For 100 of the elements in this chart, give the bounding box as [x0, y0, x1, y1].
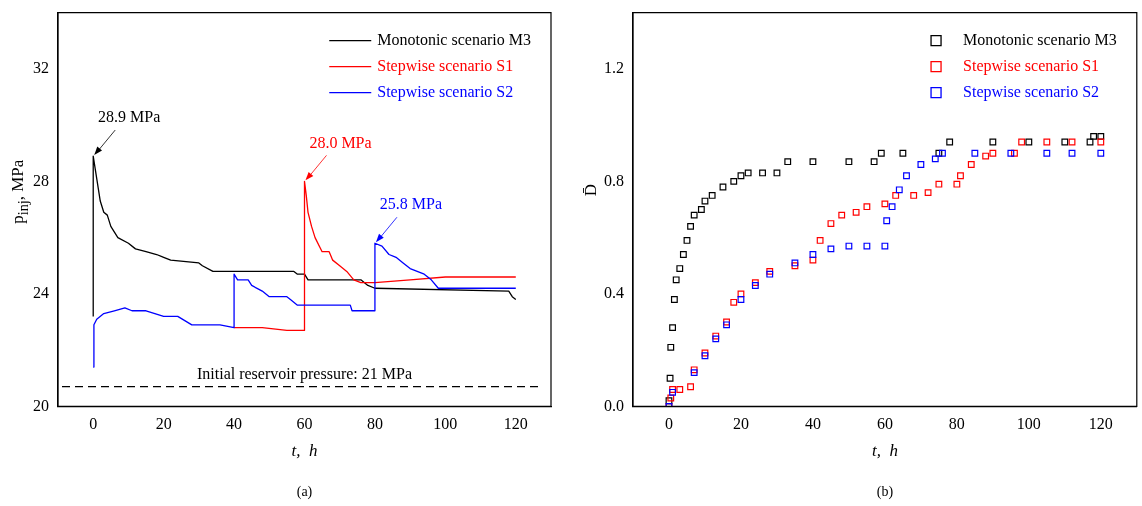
point [852, 208, 860, 216]
x-tick-label: 40 [804, 415, 821, 433]
point [845, 242, 853, 250]
point [719, 183, 727, 191]
point [809, 158, 817, 166]
point [881, 200, 889, 208]
x-axis-title: t, h [871, 441, 898, 461]
x-tick-label: 80 [366, 415, 383, 433]
point [1061, 138, 1069, 146]
legend-label: Stepwise scenario S2 [963, 82, 1100, 101]
point [773, 169, 781, 177]
point [676, 386, 684, 393]
point [888, 203, 896, 211]
x-tick-label: 40 [226, 415, 243, 433]
point [737, 172, 745, 180]
x-tick-label: 0 [89, 415, 98, 433]
point [1097, 149, 1105, 157]
point [892, 192, 900, 199]
point [784, 158, 792, 166]
point [1007, 149, 1015, 157]
point [903, 172, 910, 180]
x-tick-label: 20 [155, 415, 172, 433]
point [939, 149, 946, 157]
point [924, 189, 932, 197]
annotation: 25.8 MPa [379, 195, 443, 213]
x-tick-label: 100 [433, 415, 458, 433]
point [816, 237, 824, 244]
point [899, 149, 907, 157]
point [1018, 138, 1026, 146]
point [910, 192, 918, 199]
point [690, 211, 698, 219]
point [708, 192, 716, 199]
x-tick-label: 100 [1016, 415, 1041, 433]
point [666, 374, 674, 382]
point [827, 220, 835, 227]
point [1086, 138, 1094, 146]
point [935, 180, 943, 188]
legend-label: Monotonic scenario M3 [963, 30, 1117, 48]
point [971, 149, 979, 157]
point [730, 177, 738, 185]
point [935, 149, 943, 157]
x-tick-label: 20 [732, 415, 749, 433]
y-tick-label: 32 [33, 59, 49, 77]
y-tick-label: 20 [33, 396, 49, 414]
point [759, 169, 766, 177]
text: (b) [876, 483, 894, 500]
point [670, 296, 678, 303]
y-tick-label: 1.2 [604, 59, 624, 77]
point [1097, 138, 1105, 146]
point [1090, 132, 1098, 140]
point [1011, 149, 1018, 157]
point [870, 158, 878, 166]
point [809, 256, 817, 264]
point [1025, 138, 1033, 146]
x-tick-label: 0 [664, 415, 673, 433]
point [679, 251, 687, 258]
x-tick-label: 60 [876, 415, 893, 433]
point [838, 211, 846, 219]
point [1068, 149, 1076, 157]
point [953, 180, 961, 188]
point [982, 152, 990, 160]
y-axis-title: D̄ [581, 182, 601, 199]
y-tick-label: 0.8 [604, 171, 624, 189]
legend-label: Stepwise scenario S1 [963, 56, 1100, 75]
point [730, 298, 738, 306]
point [989, 138, 997, 146]
point [676, 265, 684, 272]
annotation: 28.9 MPa [98, 108, 161, 126]
legend-label: Monotonic scenario M3 [377, 30, 531, 48]
annotation: 28.0 MPa [309, 133, 372, 151]
point [672, 276, 680, 284]
x-tick-label: 80 [948, 415, 965, 433]
y-tick-label: 28 [33, 171, 49, 189]
point [1097, 132, 1105, 140]
point [881, 242, 889, 250]
point [863, 242, 871, 250]
point [683, 237, 691, 244]
point [827, 245, 835, 253]
point [845, 158, 853, 166]
point [931, 155, 939, 163]
x-tick-label: 120 [503, 415, 528, 433]
point [1043, 149, 1051, 157]
legend-label: Stepwise scenario S1 [377, 56, 514, 75]
x-tick-label: 120 [1088, 415, 1113, 433]
text: (a) [296, 483, 313, 500]
point [957, 172, 964, 180]
point [809, 251, 817, 258]
point [744, 169, 752, 177]
point [667, 343, 675, 351]
point [687, 222, 695, 230]
ref-line-label: Initial reservoir pressure: 21 MPa [196, 364, 413, 383]
point [1043, 138, 1051, 146]
point [895, 186, 903, 194]
point [1068, 138, 1076, 146]
point [967, 161, 975, 168]
y-tick-label: 24 [33, 284, 49, 302]
legend-label: Stepwise scenario S2 [377, 82, 514, 101]
y-tick-label: 0.4 [604, 284, 624, 302]
point [701, 197, 709, 205]
point [697, 206, 705, 213]
